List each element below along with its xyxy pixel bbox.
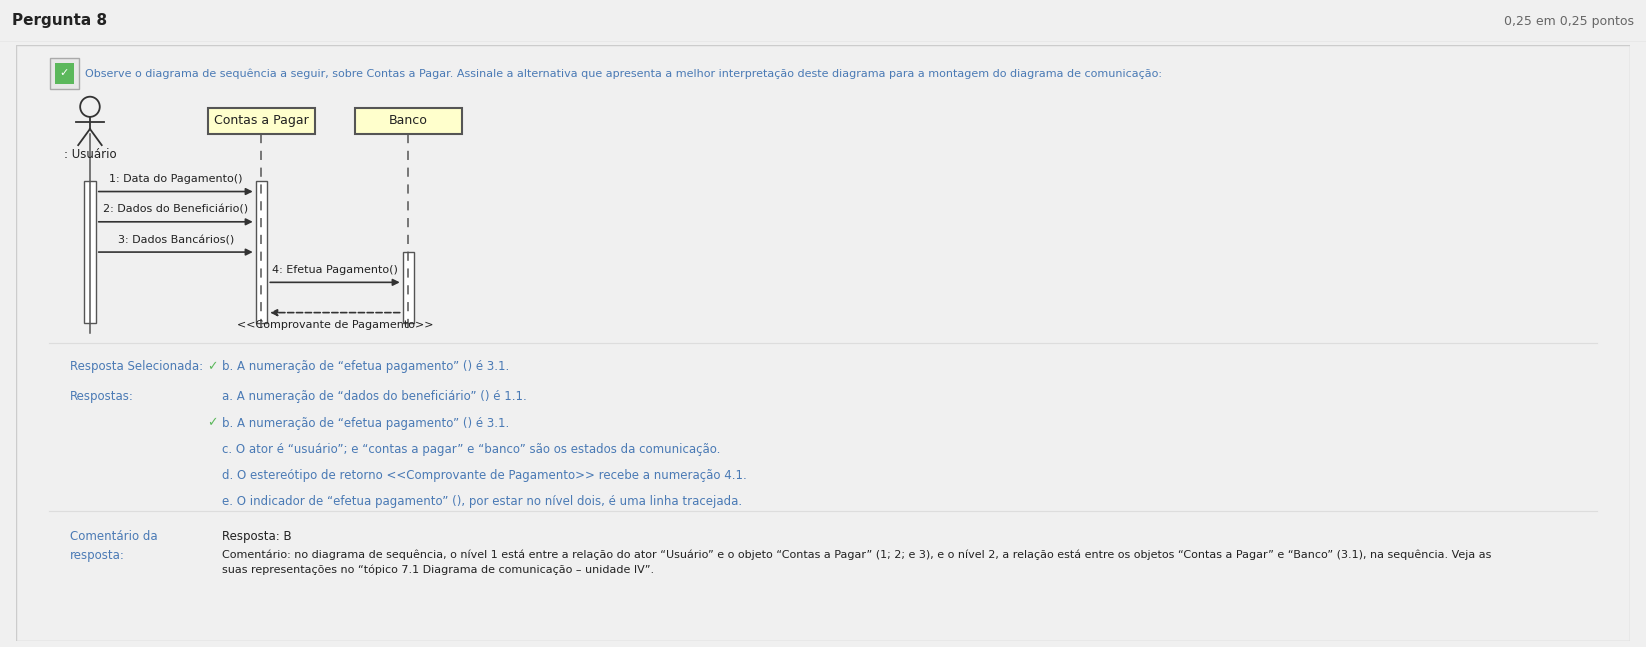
Text: Pergunta 8: Pergunta 8	[12, 14, 107, 28]
Text: Contas a Pagar: Contas a Pagar	[214, 115, 309, 127]
Text: 0,25 em 0,25 pontos: 0,25 em 0,25 pontos	[1504, 14, 1634, 28]
FancyBboxPatch shape	[403, 252, 415, 323]
Text: Resposta Selecionada:: Resposta Selecionada:	[71, 360, 204, 373]
Text: Observe o diagrama de sequência a seguir, sobre Contas a Pagar. Assinale a alter: Observe o diagrama de sequência a seguir…	[86, 68, 1162, 79]
Text: ✓: ✓	[207, 417, 217, 430]
FancyBboxPatch shape	[354, 108, 463, 134]
FancyBboxPatch shape	[84, 181, 95, 323]
FancyBboxPatch shape	[255, 181, 267, 323]
Text: 1: Data do Pagamento(): 1: Data do Pagamento()	[109, 175, 242, 184]
Text: 3: Dados Bancários(): 3: Dados Bancários()	[117, 235, 234, 245]
Text: : Usuário: : Usuário	[64, 148, 117, 161]
Text: Resposta: B: Resposta: B	[222, 529, 291, 543]
Text: e. O indicador de “efetua pagamento” (), por estar no nível dois, é uma linha tr: e. O indicador de “efetua pagamento” (),…	[222, 495, 742, 509]
Text: Banco: Banco	[388, 115, 428, 127]
Text: c. O ator é “usuário”; e “contas a pagar” e “banco” são os estados da comunicaçã: c. O ator é “usuário”; e “contas a pagar…	[222, 443, 721, 455]
Text: Respostas:: Respostas:	[71, 390, 135, 403]
Text: 2: Dados do Beneficiário(): 2: Dados do Beneficiário()	[104, 204, 249, 215]
Text: b. A numeração de “efetua pagamento” () é 3.1.: b. A numeração de “efetua pagamento” () …	[222, 417, 510, 430]
Text: ✓: ✓	[207, 360, 217, 373]
Text: ✓: ✓	[59, 69, 69, 78]
Text: Comentário da
resposta:: Comentário da resposta:	[71, 529, 158, 562]
Text: 4: Efetua Pagamento(): 4: Efetua Pagamento()	[272, 265, 398, 275]
Text: <<Comprovante de Pagamento>>: <<Comprovante de Pagamento>>	[237, 320, 433, 330]
Text: Comentário: no diagrama de sequência, o nível 1 está entre a relação do ator “Us: Comentário: no diagrama de sequência, o …	[222, 550, 1491, 575]
FancyBboxPatch shape	[207, 108, 316, 134]
Text: b. A numeração de “efetua pagamento” () é 3.1.: b. A numeração de “efetua pagamento” () …	[222, 360, 510, 373]
Text: a. A numeração de “dados do beneficiário” () é 1.1.: a. A numeração de “dados do beneficiário…	[222, 390, 527, 403]
FancyBboxPatch shape	[49, 58, 79, 89]
FancyBboxPatch shape	[54, 63, 74, 83]
Text: d. O estereótipo de retorno <<Comprovante de Pagamento>> recebe a numeração 4.1.: d. O estereótipo de retorno <<Comprovant…	[222, 469, 747, 482]
